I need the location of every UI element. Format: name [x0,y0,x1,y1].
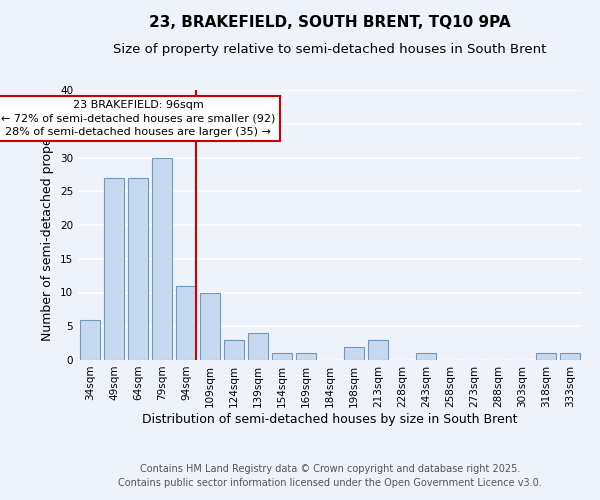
Bar [200,292,220,360]
Bar [176,286,196,360]
Bar [368,340,388,360]
Text: Contains HM Land Registry data © Crown copyright and database right 2025.
Contai: Contains HM Land Registry data © Crown c… [118,464,542,487]
X-axis label: Distribution of semi-detached houses by size in South Brent: Distribution of semi-detached houses by … [142,412,518,426]
Bar [416,353,436,360]
Y-axis label: Number of semi-detached properties: Number of semi-detached properties [41,110,55,340]
Bar [248,333,268,360]
Bar [128,178,148,360]
Bar [224,340,244,360]
Bar [272,353,292,360]
Bar [536,353,556,360]
Text: 23 BRAKEFIELD: 96sqm
← 72% of semi-detached houses are smaller (92)
28% of semi-: 23 BRAKEFIELD: 96sqm ← 72% of semi-detac… [1,100,275,136]
Bar [296,353,316,360]
Bar [104,178,124,360]
Bar [560,353,580,360]
Bar [344,346,364,360]
Text: 23, BRAKEFIELD, SOUTH BRENT, TQ10 9PA: 23, BRAKEFIELD, SOUTH BRENT, TQ10 9PA [149,15,511,30]
Text: Size of property relative to semi-detached houses in South Brent: Size of property relative to semi-detach… [113,42,547,56]
Bar [80,320,100,360]
Bar [152,158,172,360]
